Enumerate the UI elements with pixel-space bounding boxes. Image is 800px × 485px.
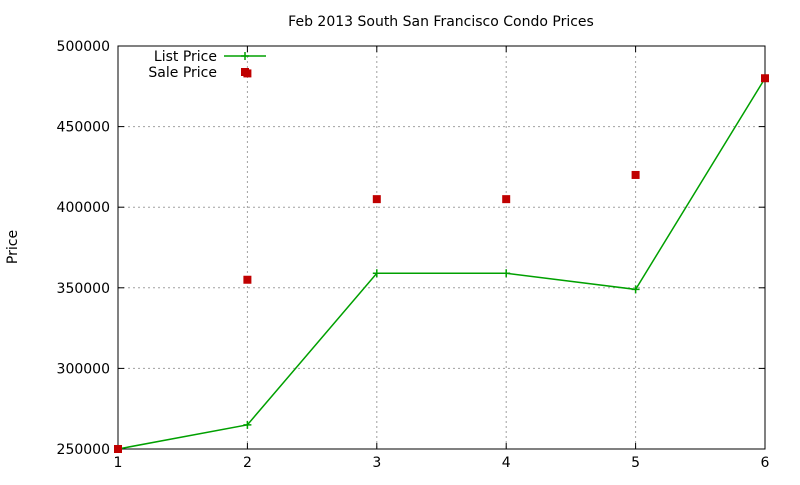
sale-price-point: [761, 74, 769, 83]
sale-price-point: [502, 195, 511, 204]
grid-lines: [118, 46, 765, 449]
data-series: [114, 69, 769, 453]
list-price-point: [372, 269, 381, 278]
list-price-point: [502, 269, 511, 278]
list-price-point: [631, 285, 640, 294]
legend-label: List Price: [154, 49, 217, 65]
y-axis-label: Price: [5, 230, 21, 264]
sale-price-point: [114, 445, 122, 453]
x-tick-label: 3: [372, 455, 381, 471]
x-tick-label: 6: [761, 455, 770, 471]
chart-title: Feb 2013 South San Francisco Condo Price…: [288, 14, 594, 30]
y-tick-label: 300000: [57, 361, 110, 377]
y-tick-label: 250000: [57, 442, 110, 458]
y-tick-label: 500000: [57, 39, 110, 55]
y-tick-label: 350000: [57, 281, 110, 297]
sale-price-point: [243, 275, 252, 284]
x-tick-label: 1: [114, 455, 123, 471]
x-tick-label: 4: [502, 455, 511, 471]
legend-plus-swatch: [241, 52, 249, 60]
y-tick-label: 400000: [57, 200, 110, 216]
x-tick-label: 2: [243, 455, 252, 471]
y-tick-label: 450000: [57, 120, 110, 136]
plot-frame: [117, 45, 766, 450]
x-tick-label: 5: [631, 455, 640, 471]
sale-price-point: [631, 170, 640, 179]
legend-square-swatch: [241, 68, 249, 76]
axis-ticks: 1 2 3 4 5 6 250000 300000 350000 400000 450000 5000…: [57, 39, 770, 471]
legend-label: Sale Price: [148, 65, 217, 81]
list-price-line: [117, 77, 766, 450]
sale-price-point: [372, 195, 381, 204]
list-price-point: [243, 420, 252, 429]
